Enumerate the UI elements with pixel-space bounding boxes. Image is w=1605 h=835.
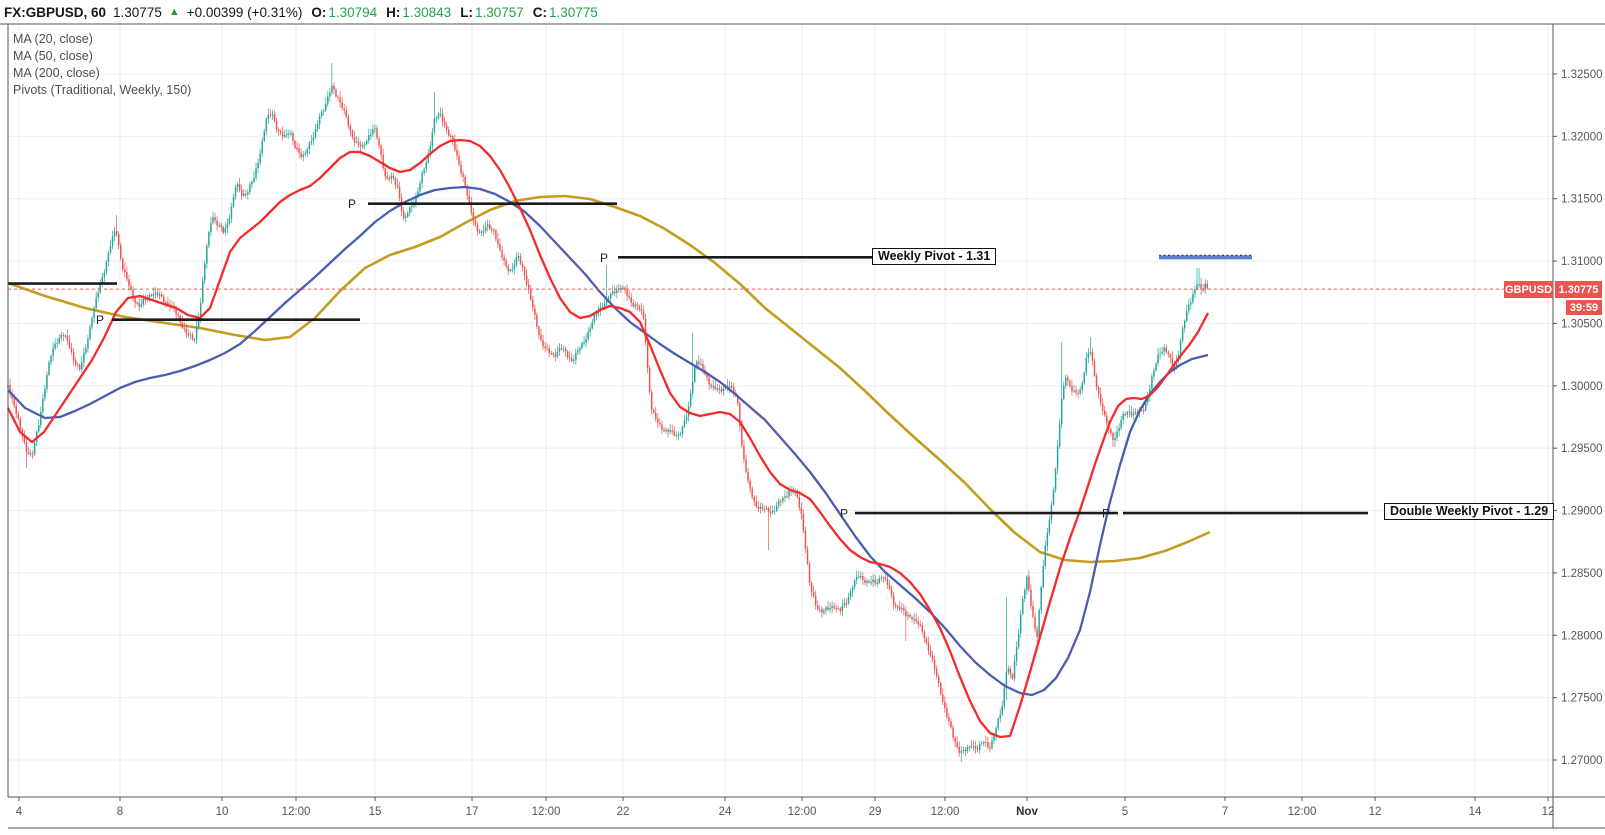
pivot-p-label-3: P <box>600 251 608 265</box>
time-tick-label: 12 <box>1542 806 1555 818</box>
time-tick-label: 14 <box>1469 806 1482 818</box>
high-label: H: <box>386 4 401 20</box>
time-tick-label: 24 <box>719 806 732 818</box>
down-wicks <box>9 82 1208 757</box>
time-tick-label: 12:00 <box>1288 806 1317 818</box>
chart-borders <box>0 23 1605 829</box>
pivot-p-label-2: P <box>348 197 356 211</box>
time-tick-label: 4 <box>16 806 23 818</box>
time-tick-label: 12:00 <box>282 806 311 818</box>
double-weekly-pivot-callout[interactable]: Double Weekly Pivot - 1.29 <box>1384 503 1555 520</box>
legend-item-1[interactable]: MA (50, close) <box>13 49 93 63</box>
symbol-title[interactable]: FX:GBPUSD, 60 <box>4 4 107 20</box>
time-tick-label: 29 <box>869 806 882 818</box>
ma-200-line[interactable] <box>7 194 1211 564</box>
price-tick-label: 1.31500 <box>1561 194 1603 206</box>
pivot-p-label-4: P <box>840 507 848 521</box>
open-label: O: <box>311 4 327 20</box>
time-tick-label: 5 <box>1122 806 1128 818</box>
gridlines <box>8 24 1553 797</box>
price-tick-label: 1.27500 <box>1561 693 1603 705</box>
price-tick-label: 1.29500 <box>1561 443 1603 455</box>
weekly-pivot-callout[interactable]: Weekly Pivot - 1.31 <box>872 248 997 265</box>
last-price: 1.30775 <box>113 4 162 20</box>
price-tick-label: 1.30500 <box>1561 318 1603 330</box>
close-label: C: <box>532 4 548 20</box>
price-tick-label: 1.27000 <box>1561 755 1603 767</box>
price-tick-label: 1.28500 <box>1561 568 1603 580</box>
time-tick-label: 8 <box>117 806 123 818</box>
time-tick-label: 12 <box>1369 806 1382 818</box>
bar-countdown: 39:59 <box>1566 300 1602 315</box>
legend-item-3[interactable]: Pivots (Traditional, Weekly, 150) <box>13 83 192 97</box>
price-tag-value: 1.30775 <box>1555 281 1602 298</box>
open-value: 1.30794 <box>328 4 378 20</box>
price-tick-label: 1.28000 <box>1561 630 1603 642</box>
time-tick-label: 22 <box>617 806 630 818</box>
pivot-lines[interactable]: P P P P P <box>8 197 1368 521</box>
candlesticks[interactable] <box>7 63 1208 762</box>
low-label: L: <box>460 4 473 20</box>
up-wicks <box>7 63 1206 762</box>
price-axis[interactable]: 1.32500 1.32000 1.31500 1.31000 1.30500 1.300… <box>1553 69 1603 767</box>
time-tick-label: 17 <box>466 806 479 818</box>
pivot-p-label-5: P <box>1102 507 1110 521</box>
time-tick-label: 10 <box>216 806 229 818</box>
high-value: 1.30843 <box>402 4 452 20</box>
price-tag-symbol: GBPUSD <box>1504 281 1553 298</box>
pivot-p-label-1: P <box>96 313 104 327</box>
indicator-legend: MA (20, close) MA (50, close) MA (200, clo… <box>13 31 191 99</box>
time-tick-label: 12:00 <box>931 806 960 818</box>
time-tick-label: 12:00 <box>532 806 561 818</box>
time-tick-label: 7 <box>1222 806 1228 818</box>
up-bodies <box>7 85 1206 753</box>
price-tick-label: 1.32500 <box>1561 69 1603 81</box>
symbol-header: FX:GBPUSD, 60 1.30775 ▲ +0.00399 (+0.31%… <box>4 2 598 22</box>
time-axis[interactable]: 4 8 10 12:00 15 17 12:00 22 24 12:00 29 12:00 Nov 5 7 1… <box>16 797 1555 818</box>
up-arrow-icon: ▲ <box>168 6 180 18</box>
down-bodies <box>9 85 1208 753</box>
time-tick-label: 12:00 <box>788 806 817 818</box>
price-tick-label: 1.32000 <box>1561 131 1603 143</box>
price-tick-label: 1.30000 <box>1561 381 1603 393</box>
time-tick-label: Nov <box>1016 806 1038 818</box>
low-value: 1.30757 <box>474 4 524 20</box>
ma-20-line[interactable] <box>6 138 1210 739</box>
price-tick-label: 1.31000 <box>1561 256 1603 268</box>
price-tick-label: 1.29000 <box>1561 506 1603 518</box>
legend-item-2[interactable]: MA (200, close) <box>13 66 100 80</box>
price-change: +0.00399 (+0.31%) <box>186 4 303 20</box>
close-value: 1.30775 <box>549 4 598 20</box>
time-tick-label: 15 <box>369 806 382 818</box>
legend-item-0[interactable]: MA (20, close) <box>13 32 93 46</box>
